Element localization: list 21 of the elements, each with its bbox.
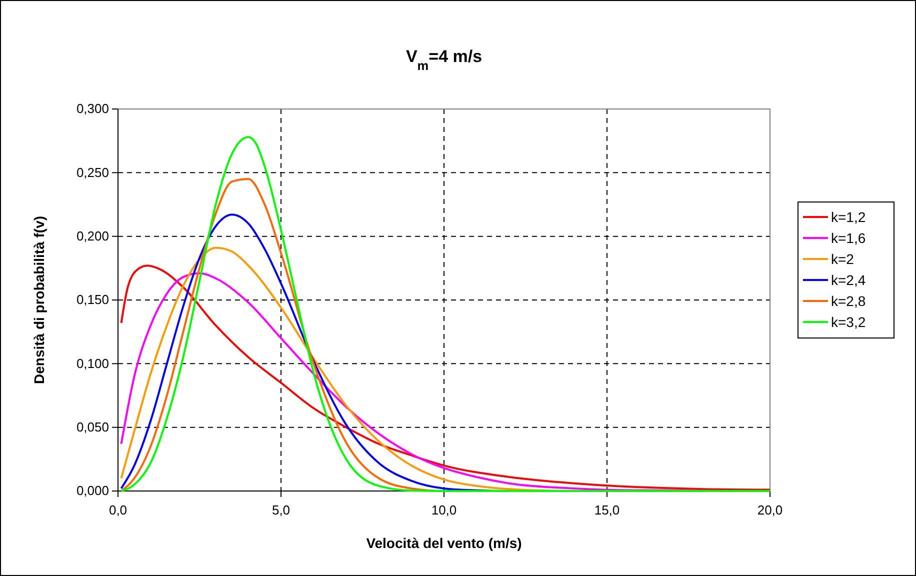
y-tick-label: 0,000 bbox=[76, 483, 109, 498]
legend-label: k=2,8 bbox=[831, 293, 866, 309]
chart-title: V$_{m}$=4 m/s bbox=[406, 47, 482, 72]
x-tick-label: 10,0 bbox=[431, 502, 457, 518]
x-tick-label: 5,0 bbox=[272, 502, 290, 518]
x-tick-label: 20,0 bbox=[757, 502, 783, 518]
y-tick-label: 0,150 bbox=[76, 292, 109, 308]
y-tick-label: 0,200 bbox=[76, 228, 109, 244]
legend-label: k=3,2 bbox=[831, 314, 866, 330]
y-tick-label: 0,050 bbox=[76, 419, 109, 434]
legend-label: k=1,6 bbox=[831, 230, 866, 246]
legend-label: k=2 bbox=[831, 251, 854, 267]
y-axis-title: Densità di probabilità f(v) bbox=[31, 216, 47, 384]
legend-label: k=2,4 bbox=[831, 272, 866, 288]
x-tick-label: 0,0 bbox=[108, 502, 128, 518]
y-tick-label: 0,250 bbox=[76, 164, 109, 180]
x-tick-label: 15,0 bbox=[594, 502, 620, 518]
y-tick-label: 0,300 bbox=[76, 101, 109, 116]
legend-label: k=1,2 bbox=[831, 209, 866, 225]
x-axis-title: Velocità del vento (m/s) bbox=[366, 535, 522, 551]
y-tick-label: 0,100 bbox=[76, 356, 109, 371]
